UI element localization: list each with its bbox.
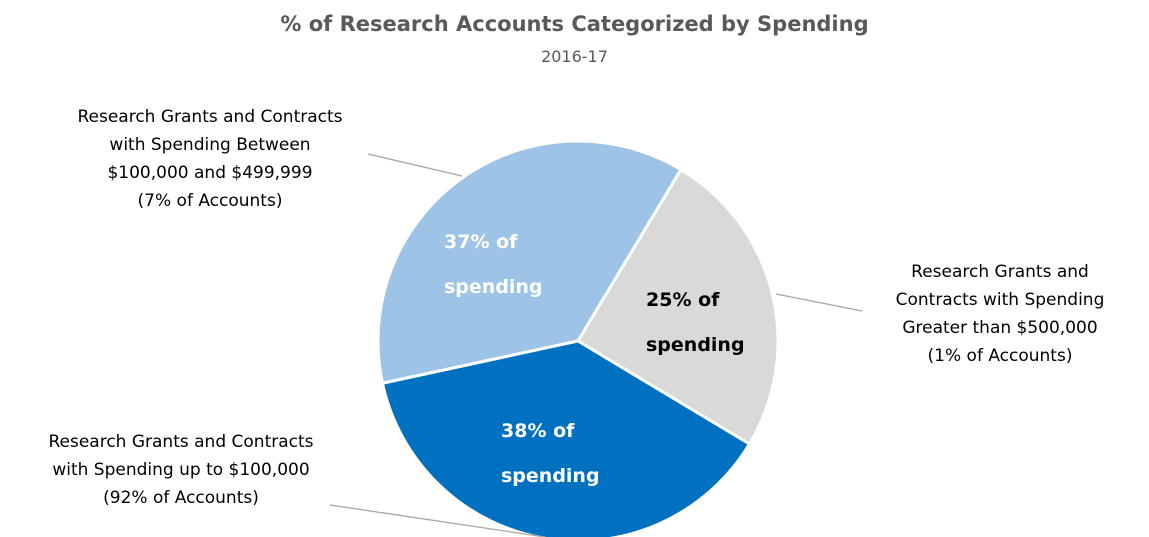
- category-label: Research Grants and Contracts with Spend…: [48, 432, 314, 508]
- pie-slice: [380, 339, 752, 537]
- category-label: Research Grants and Contracts with Spend…: [895, 262, 1105, 366]
- leader-line: [775, 293, 863, 312]
- pie-slice: [376, 139, 684, 386]
- value-label: 38% of spending: [501, 420, 600, 487]
- value-label: 37% of spending: [444, 231, 543, 298]
- category-label: Research Grants and Contracts with Spend…: [77, 107, 343, 211]
- leader-line: [329, 504, 546, 537]
- chart-title: % of Research Accounts Categorized by Sp…: [280, 12, 869, 36]
- pie-slice: [575, 167, 780, 447]
- chart-subtitle: 2016-17: [541, 47, 608, 66]
- leader-line: [367, 153, 463, 177]
- value-label: 25% of spending: [646, 289, 745, 356]
